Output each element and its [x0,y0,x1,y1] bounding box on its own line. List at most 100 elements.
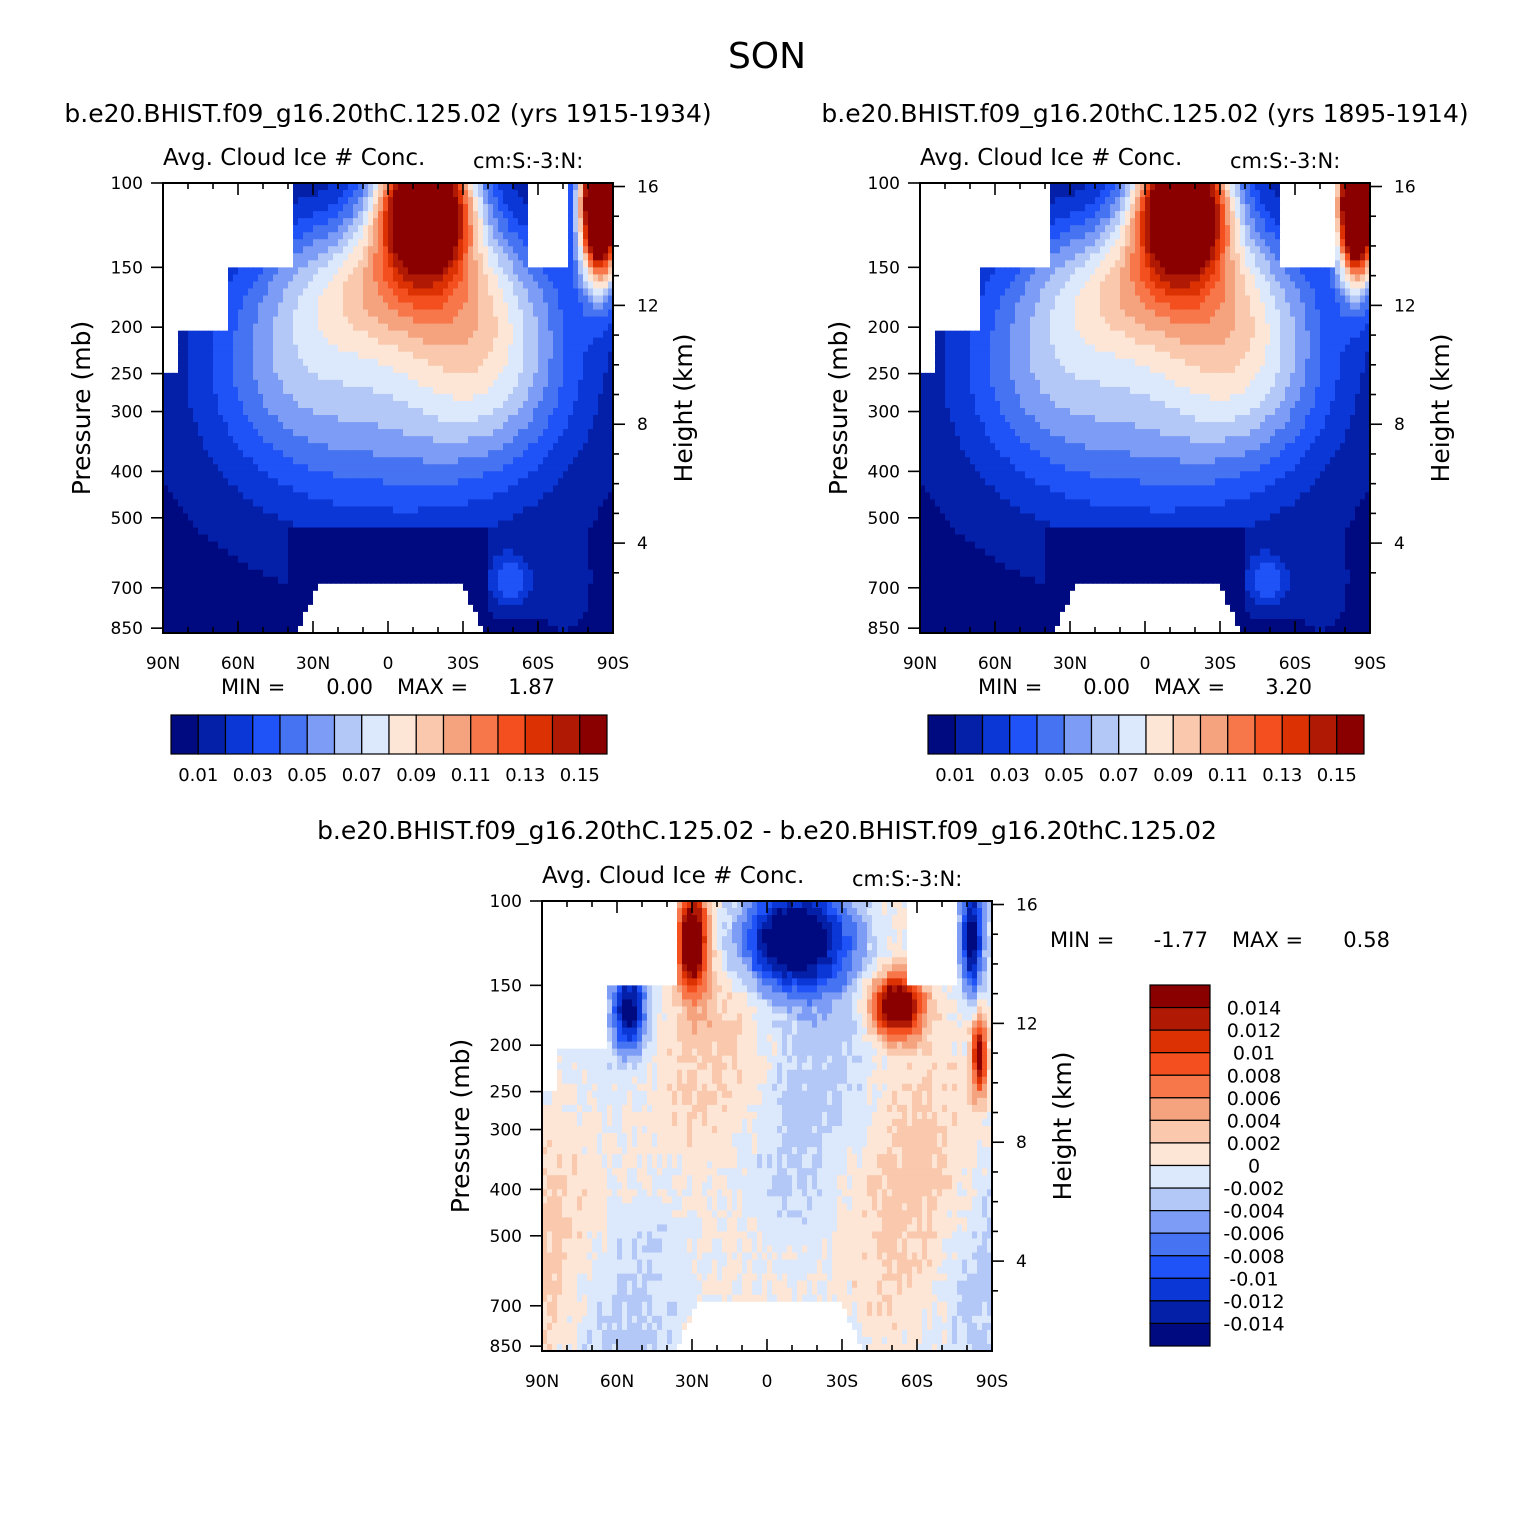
heatmap-cell [408,281,414,290]
heatmap-cell [503,190,509,198]
heatmap-cell [608,436,614,444]
heatmap-cell [588,351,594,360]
heatmap-cell [233,302,239,311]
heatmap-cell [238,260,244,268]
heatmap-cell [373,218,379,226]
heatmap-cell [563,302,569,311]
heatmap-cell [603,436,609,444]
heatmap-cell [578,246,584,254]
heatmap-cell [248,408,254,416]
heatmap-cell [513,232,519,240]
heatmap-cell [273,534,279,543]
heatmap-cell [338,478,344,486]
heatmap-cell [473,246,479,254]
heatmap-cell [388,267,394,276]
heatmap-cell [203,520,209,529]
heatmap-cell [578,190,584,198]
heatmap-cell [443,379,449,388]
heatmap-cell [218,422,224,430]
heatmap-cell [323,351,329,360]
heatmap-cell [283,569,289,578]
heatmap-cell [193,478,199,486]
heatmap-cell [288,450,294,458]
heatmap-cell [188,506,194,515]
heatmap-cell [363,400,369,409]
heatmap-cell [518,337,524,346]
heatmap-cell [513,471,519,479]
heatmap-cell [468,393,474,402]
heatmap-cell [243,379,249,388]
heatmap-cell [458,372,464,381]
heatmap-cell [348,555,354,564]
heatmap-cell [593,323,599,332]
heatmap-cell [368,295,374,304]
heatmap-cell [513,415,519,423]
heatmap-cell [268,190,274,198]
heatmap-cell [258,506,264,515]
heatmap-cell [403,415,409,423]
heatmap-cell [323,372,329,381]
heatmap-cell [543,422,549,430]
heatmap-cell [463,204,469,212]
heatmap-cell [233,260,239,268]
heatmap-cell [558,422,564,430]
heatmap-cell [598,351,604,360]
heatmap-cell [318,569,324,578]
heatmap-cell [513,541,519,550]
heatmap-cell [248,534,254,543]
heatmap-cell [468,478,474,486]
heatmap-cell [438,344,444,353]
heatmap-cell [418,274,424,283]
heatmap-cell [358,309,364,318]
heatmap-cell [398,562,404,571]
heatmap-cell [463,379,469,388]
heatmap-cell [303,358,309,367]
heatmap-cell [353,408,359,416]
heatmap-cell [363,506,369,515]
heatmap-cell [438,239,444,247]
heatmap-cell [258,302,264,311]
heatmap-cell [218,295,224,304]
heatmap-cell [533,400,539,409]
heatmap-cell [563,288,569,297]
heatmap-cell [408,555,414,564]
heatmap-cell [418,358,424,367]
heatmap-cell [303,436,309,444]
heatmap-cell [358,267,364,276]
heatmap-cell [298,506,304,515]
heatmap-cell [503,379,509,388]
heatmap-cell [603,190,609,198]
heatmap-cell [173,534,179,543]
heatmap-cell [228,408,234,416]
heatmap-cell [448,225,454,233]
heatmap-cell [313,471,319,479]
heatmap-cell [228,365,234,374]
heatmap-cell [363,253,369,261]
heatmap-cell [608,309,614,318]
heatmap-cell [323,400,329,409]
heatmap-cell [233,527,239,536]
heatmap-cell [553,211,559,219]
heatmap-cell [593,513,599,522]
heatmap-cell [173,372,179,381]
heatmap-cell [483,267,489,276]
heatmap-cell [488,485,494,493]
heatmap-cell [318,351,324,360]
heatmap-cell [253,555,259,564]
heatmap-cell [208,569,214,578]
heatmap-cell [358,295,364,304]
heatmap-cell [353,436,359,444]
heatmap-cell [268,393,274,402]
heatmap-cell [448,190,454,198]
heatmap-cell [243,415,249,423]
heatmap-cell [273,218,279,226]
heatmap-cell [473,337,479,346]
heatmap-cell [608,218,614,226]
heatmap-cell [223,211,229,219]
heatmap-cell [238,429,244,437]
heatmap-cell [178,443,184,451]
heatmap-cell [183,569,189,578]
heatmap-cell [298,499,304,508]
heatmap-cell [443,548,449,557]
heatmap-cell [368,534,374,543]
